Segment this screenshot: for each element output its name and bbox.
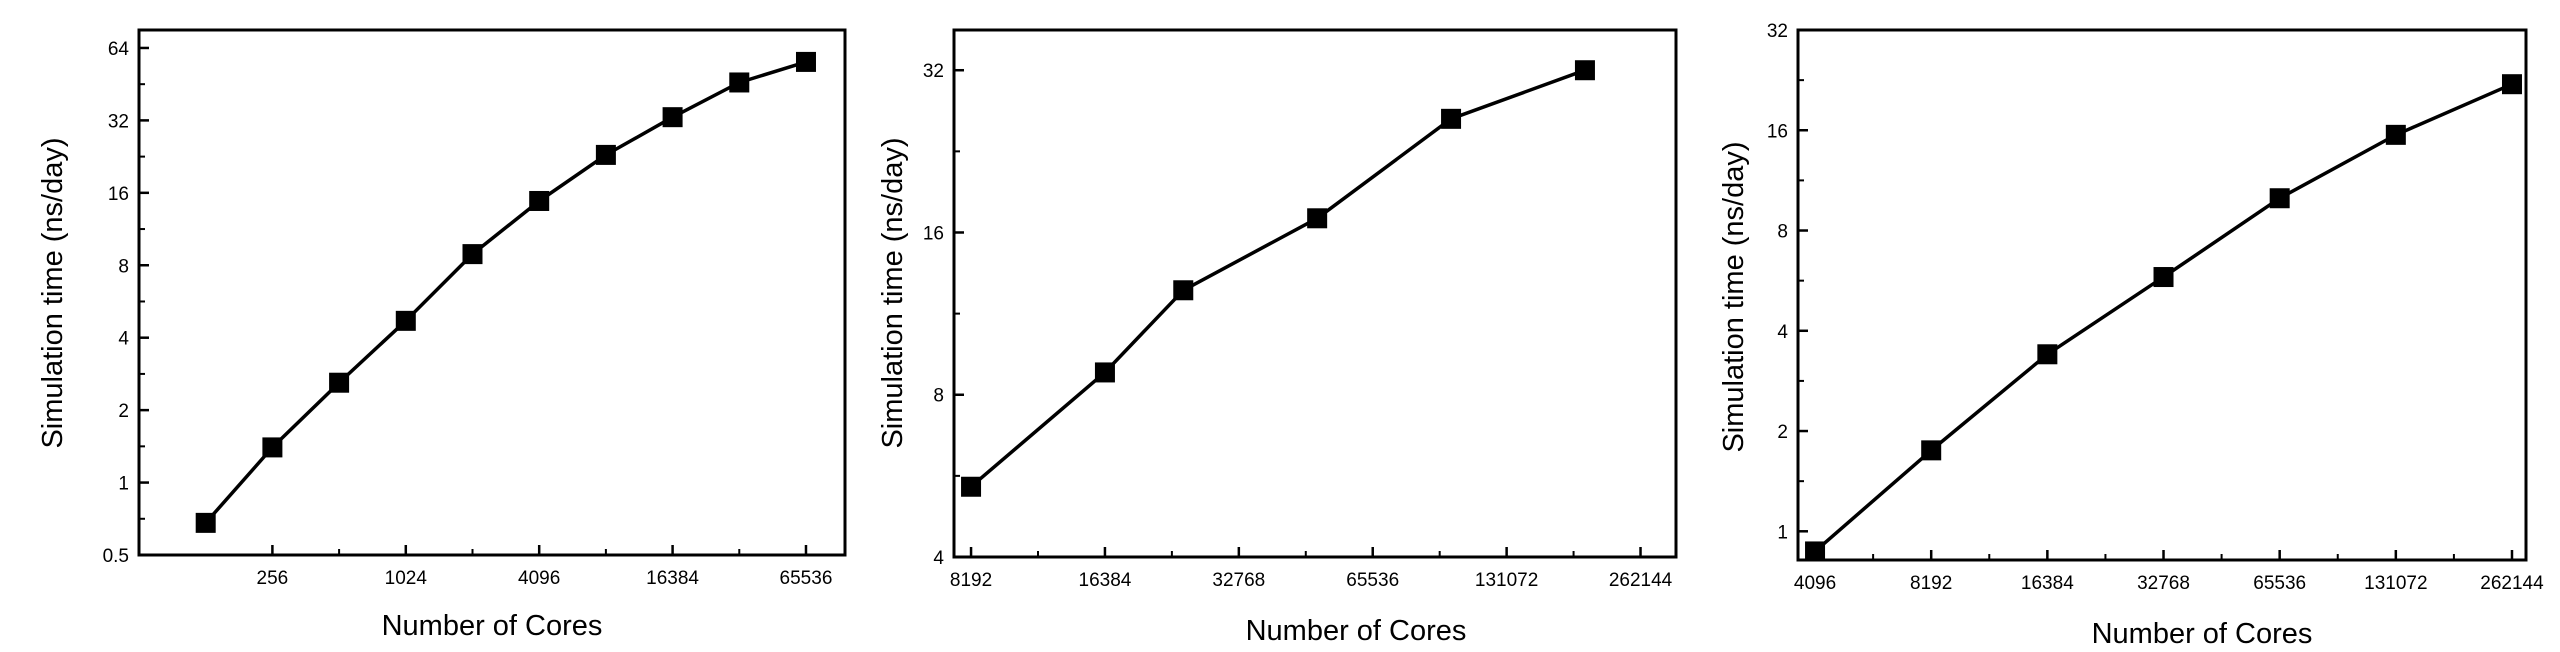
- data-point-marker: [961, 476, 982, 497]
- data-point-marker: [1574, 60, 1595, 81]
- chart-panel-middle: Number of Cores Simulation time (ns/day)…: [877, 28, 1678, 647]
- plot-frame: [1796, 28, 2528, 562]
- y-tick-label: 2: [1777, 422, 1788, 443]
- data-point-marker: [262, 437, 283, 458]
- y-tick-label: 8: [933, 386, 944, 407]
- data-point-marker: [1921, 440, 1942, 461]
- x-axis-title: Number of Cores: [382, 610, 603, 642]
- series-line: [969, 68, 1586, 489]
- data-point-marker: [395, 310, 416, 331]
- y-tick-label: 8: [1777, 222, 1788, 243]
- x-tick-label: 256: [257, 568, 289, 589]
- data-point-marker: [2037, 344, 2058, 365]
- y-tick-label: 32: [923, 61, 944, 82]
- x-tick-label: 1024: [385, 568, 428, 589]
- data-point-marker: [795, 51, 816, 72]
- x-tick-label: 16384: [2021, 573, 2074, 594]
- x-tick-label: 131072: [1475, 570, 1538, 591]
- series-line: [204, 60, 807, 525]
- x-tick-label: 262144: [2480, 573, 2544, 594]
- y-tick-label: 32: [1767, 21, 1788, 42]
- x-tick-label: 65536: [1346, 570, 1399, 591]
- y-tick-label: 8: [118, 256, 129, 277]
- data-point-marker: [1307, 208, 1328, 229]
- y-tick-label: 1: [118, 474, 129, 495]
- x-tick-label: 131072: [2364, 573, 2427, 594]
- x-tick-label: 32768: [1212, 570, 1265, 591]
- y-tick-label: 4: [1777, 322, 1788, 343]
- y-tick-label: 2: [118, 401, 129, 422]
- plot-frame: [137, 28, 847, 557]
- x-tick-label: 4096: [518, 568, 560, 589]
- y-tick-label: 16: [923, 223, 944, 244]
- y-axis-title: Simulation time (ns/day): [37, 137, 69, 448]
- series-line: [1813, 82, 2513, 553]
- x-axis-title: Number of Cores: [2092, 618, 2313, 650]
- y-axis-title: Simulation time (ns/day): [877, 137, 909, 448]
- x-tick-label: 65536: [780, 568, 833, 589]
- y-tick-label: 16: [108, 184, 129, 205]
- data-point-marker: [662, 107, 683, 128]
- data-point-marker: [1173, 280, 1194, 301]
- data-point-marker: [1805, 541, 1826, 562]
- x-tick-label: 16384: [1079, 570, 1132, 591]
- chart-panel-right: Number of Cores Simulation time (ns/day)…: [1718, 21, 2544, 650]
- data-point-marker: [329, 372, 350, 393]
- data-point-marker: [1094, 362, 1115, 383]
- y-tick-label: 16: [1767, 121, 1788, 142]
- data-point-marker: [2269, 188, 2290, 209]
- data-point-marker: [1441, 108, 1462, 129]
- data-point-marker: [529, 190, 550, 211]
- x-tick-label: 8192: [950, 570, 992, 591]
- x-tick-label: 32768: [2137, 573, 2190, 594]
- x-tick-label: 65536: [2253, 573, 2306, 594]
- data-point-marker: [2385, 124, 2406, 145]
- y-tick-label: 0.5: [103, 546, 129, 567]
- y-axis-title: Simulation time (ns/day): [1718, 141, 1750, 452]
- y-tick-label: 4: [933, 548, 944, 569]
- y-tick-label: 4: [118, 329, 129, 350]
- y-tick-label: 32: [108, 111, 129, 132]
- y-tick-label: 1: [1777, 522, 1788, 543]
- data-point-marker: [195, 512, 216, 533]
- plot-frame: [952, 28, 1678, 559]
- chart-panel-left: Number of Cores Simulation time (ns/day)…: [37, 28, 847, 642]
- data-point-marker: [2153, 267, 2174, 288]
- data-point-marker: [2501, 74, 2522, 95]
- x-tick-label: 4096: [1794, 573, 1836, 594]
- data-point-marker: [462, 244, 483, 265]
- x-tick-label: 16384: [646, 568, 699, 589]
- y-tick-label: 64: [108, 39, 130, 60]
- data-point-marker: [595, 144, 616, 165]
- data-point-marker: [729, 72, 750, 93]
- x-tick-label: 262144: [1609, 570, 1673, 591]
- x-tick-label: 8192: [1910, 573, 1952, 594]
- x-axis-title: Number of Cores: [1246, 615, 1467, 647]
